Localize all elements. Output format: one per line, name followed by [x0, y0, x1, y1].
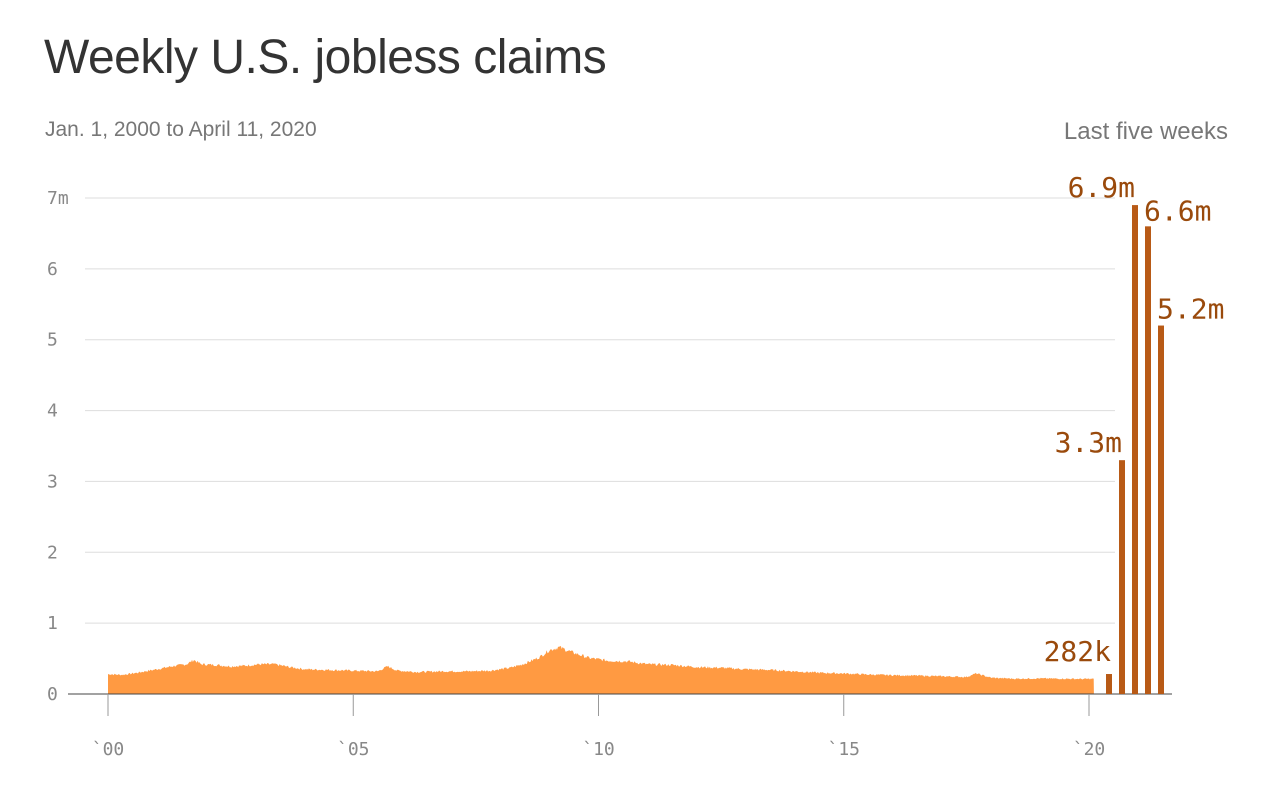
- history-area-path: [108, 645, 1094, 694]
- y-tick-label: 2: [47, 542, 58, 563]
- recent-week-bar: [1158, 325, 1164, 694]
- bar-data-label: 5.2m: [1157, 293, 1224, 326]
- recent-week-bar: [1132, 205, 1138, 695]
- x-tick-label: `20: [1073, 739, 1106, 760]
- bar-data-label: 282k: [1044, 635, 1112, 668]
- x-tick-label: `15: [827, 739, 860, 760]
- y-tick-label: 4: [47, 401, 58, 422]
- y-tick-label: 3: [47, 471, 58, 492]
- bar-data-label: 6.6m: [1144, 194, 1211, 227]
- data-labels: 282k 3.3m 6.9m 6.6m 5.2m: [1044, 171, 1225, 668]
- bar-data-label: 3.3m: [1055, 426, 1122, 459]
- recent-week-bar: [1119, 460, 1125, 694]
- y-tick-label: 1: [47, 613, 58, 634]
- axes: 0 1 2 3 4 5 6 7m `00 `05 `10 `15 `20: [47, 188, 1172, 760]
- x-tick-label: `10: [582, 739, 615, 760]
- y-tick-label: 0: [47, 684, 58, 705]
- gridlines: [85, 197, 1115, 624]
- y-tick-label: 6: [47, 259, 58, 280]
- history-area: [108, 645, 1094, 694]
- bar-data-label: 6.9m: [1068, 171, 1135, 204]
- chart-title: Weekly U.S. jobless claims: [44, 31, 607, 84]
- last-five-weeks-annotation: Last five weeks: [1063, 118, 1228, 145]
- chart-subtitle: Jan. 1, 2000 to April 11, 2020: [45, 118, 317, 141]
- y-tick-label: 7m: [47, 188, 69, 209]
- x-tick-label: `05: [337, 739, 370, 760]
- x-tick-label: `00: [92, 739, 125, 760]
- y-tick-label: 5: [47, 330, 58, 351]
- recent-bars: [1106, 205, 1164, 695]
- recent-week-bar: [1145, 226, 1151, 695]
- recent-week-bar: [1106, 674, 1112, 694]
